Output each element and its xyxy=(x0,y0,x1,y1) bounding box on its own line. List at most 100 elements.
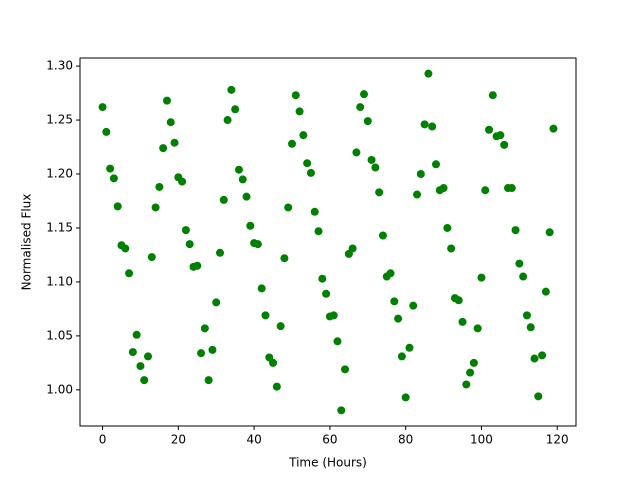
data-point xyxy=(106,164,115,173)
data-point xyxy=(352,148,361,157)
data-point xyxy=(522,311,531,320)
data-point xyxy=(511,226,520,235)
data-point xyxy=(371,163,380,172)
data-point xyxy=(473,324,482,333)
data-point xyxy=(162,96,171,105)
data-point xyxy=(545,228,554,237)
data-point xyxy=(246,221,255,230)
data-point xyxy=(151,203,160,212)
data-point xyxy=(477,273,486,282)
data-point xyxy=(519,272,528,281)
data-point xyxy=(128,348,137,357)
data-point xyxy=(223,116,232,125)
data-point xyxy=(443,223,452,232)
data-point xyxy=(147,253,156,262)
data-point xyxy=(314,227,323,236)
x-tick-label: 120 xyxy=(546,433,569,447)
data-point xyxy=(234,165,243,174)
data-point xyxy=(333,337,342,346)
data-point xyxy=(306,168,315,177)
data-point xyxy=(125,269,134,278)
data-point xyxy=(507,184,516,193)
data-point xyxy=(488,91,497,100)
data-point xyxy=(485,125,494,134)
data-point xyxy=(227,85,236,94)
data-point xyxy=(530,354,539,363)
data-point xyxy=(416,170,425,179)
data-point xyxy=(178,177,187,186)
data-point xyxy=(291,91,300,100)
data-point xyxy=(405,343,414,352)
y-tick-label: 1.10 xyxy=(46,274,73,288)
data-point xyxy=(401,393,410,402)
data-point xyxy=(458,317,467,326)
data-point xyxy=(359,90,368,99)
data-point xyxy=(462,380,471,389)
data-point xyxy=(337,406,346,415)
y-tick-label: 1.20 xyxy=(46,167,73,181)
data-point xyxy=(98,103,107,112)
data-point xyxy=(367,155,376,164)
x-tick-label: 80 xyxy=(398,433,413,447)
data-point xyxy=(322,289,331,298)
data-point xyxy=(253,240,262,249)
data-point xyxy=(170,138,179,147)
data-point xyxy=(140,376,149,385)
data-point xyxy=(526,323,535,332)
y-tick-label: 1.00 xyxy=(46,382,73,396)
data-point xyxy=(299,131,308,140)
x-tick-label: 40 xyxy=(246,433,261,447)
data-point xyxy=(397,352,406,361)
data-point xyxy=(534,392,543,401)
y-tick-label: 1.25 xyxy=(46,113,73,127)
data-point xyxy=(318,274,327,283)
data-point xyxy=(447,244,456,253)
data-point xyxy=(288,139,297,148)
data-point xyxy=(549,124,558,133)
data-point xyxy=(496,131,505,140)
y-tick-label: 1.05 xyxy=(46,328,73,342)
data-point xyxy=(466,368,475,377)
x-tick-label: 0 xyxy=(99,433,107,447)
data-point xyxy=(109,174,118,183)
data-point xyxy=(341,365,350,374)
data-point xyxy=(159,144,168,153)
data-point xyxy=(257,284,266,293)
data-point xyxy=(295,107,304,116)
data-point xyxy=(515,259,524,268)
data-point xyxy=(121,244,130,253)
data-point xyxy=(276,322,285,331)
plot-frame xyxy=(79,57,577,427)
data-point xyxy=(193,261,202,270)
data-point xyxy=(375,188,384,197)
data-point xyxy=(204,376,213,385)
data-point xyxy=(428,122,437,131)
data-point xyxy=(212,298,221,307)
data-point xyxy=(136,362,145,371)
data-point xyxy=(155,182,164,191)
data-point xyxy=(216,248,225,257)
data-point xyxy=(363,117,372,126)
data-point xyxy=(409,301,418,310)
x-axis-label: Time (Hours) xyxy=(288,456,367,470)
data-point xyxy=(394,314,403,323)
data-point xyxy=(386,269,395,278)
data-point xyxy=(424,69,433,78)
data-point xyxy=(378,231,387,240)
data-point xyxy=(538,351,547,360)
data-point xyxy=(303,159,312,168)
data-point xyxy=(329,311,338,320)
data-point xyxy=(200,324,209,333)
y-tick-label: 1.30 xyxy=(46,59,73,73)
data-point xyxy=(144,352,153,361)
data-point xyxy=(242,192,251,201)
data-point xyxy=(280,254,289,263)
x-tick-label: 100 xyxy=(470,433,493,447)
data-point xyxy=(454,296,463,305)
data-point xyxy=(185,240,194,249)
data-point xyxy=(541,287,550,296)
data-point xyxy=(208,345,217,354)
data-point xyxy=(219,195,228,204)
data-point xyxy=(166,118,175,127)
data-point xyxy=(348,244,357,253)
